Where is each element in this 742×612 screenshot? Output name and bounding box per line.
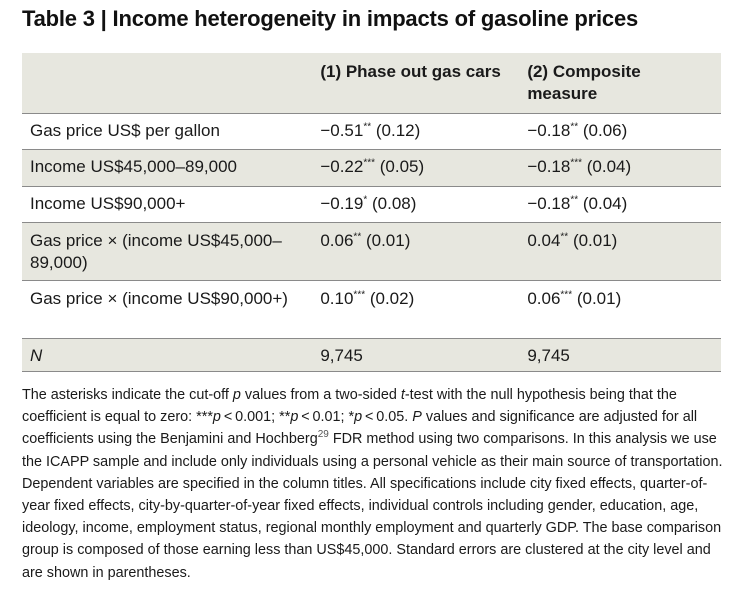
coef: −0.18	[527, 193, 571, 213]
header-blank	[22, 53, 312, 113]
cell-col1: 9,745	[320, 345, 363, 365]
cell-col2: 9,745	[527, 345, 570, 365]
stars: **	[570, 193, 579, 205]
caption-italic: p	[290, 409, 299, 426]
cell-col2: −0.18** (0.06)	[519, 113, 721, 149]
cell-col1: 0.06** (0.01)	[312, 222, 519, 280]
caption-segment: values from a two-sided	[240, 387, 401, 403]
caption-italic: P	[412, 409, 422, 426]
stars: ***	[560, 288, 573, 300]
table-header-row: (1) Phase out gas cars (2) Composite mea…	[22, 53, 721, 113]
results-table: (1) Phase out gas cars (2) Composite mea…	[22, 53, 721, 372]
table-row: Gas price × (income US$45,000–89,000) 0.…	[22, 222, 721, 280]
table-title: Table 3 | Income heterogeneity in impact…	[22, 6, 639, 31]
table-row: Gas price US$ per gallon −0.51** (0.12) …	[22, 113, 721, 149]
cell-col2: 0.04** (0.01)	[519, 222, 721, 280]
std-error: (0.04)	[586, 156, 632, 176]
table-row: Income US$90,000+ −0.19* (0.08) −0.18** …	[22, 186, 721, 222]
std-error: (0.01)	[572, 230, 618, 250]
std-error: (0.02)	[369, 288, 415, 308]
coef: −0.18	[527, 156, 571, 176]
caption-segment: < 0.001; **	[220, 409, 291, 426]
reference-superscript: 29	[317, 429, 329, 441]
table-caption: The asterisks indicate the cut-off p val…	[22, 384, 727, 584]
coef: 0.10	[320, 288, 354, 308]
caption-segment: FDR method using two comparisons. In thi…	[22, 431, 723, 581]
header-col2: (2) Composite measure	[527, 62, 641, 103]
cell-col2: −0.18*** (0.04)	[519, 149, 721, 186]
caption-segment: < 0.01; *	[298, 409, 355, 426]
coef: 0.06	[527, 288, 561, 308]
caption-segment: < 0.05.	[362, 409, 413, 426]
std-error: (0.12)	[375, 120, 421, 140]
caption-italic: p	[354, 409, 363, 426]
caption-italic: t	[400, 387, 405, 403]
cell-col1: 0.10*** (0.02)	[312, 280, 519, 338]
std-error: (0.01)	[576, 288, 622, 308]
cell-col1: −0.22*** (0.05)	[312, 149, 519, 186]
row-label: Gas price US$ per gallon	[30, 120, 220, 140]
std-error: (0.04)	[582, 193, 628, 213]
row-label-n: N	[30, 345, 43, 365]
stars: **	[353, 230, 362, 242]
stars: *	[363, 193, 368, 205]
row-label: Gas price × (income US$45,000–89,000)	[30, 230, 282, 272]
cell-col2: −0.18** (0.04)	[519, 186, 721, 222]
stars: **	[363, 120, 372, 132]
coef: −0.22	[320, 156, 364, 176]
caption-segment: The asterisks indicate the cut-off	[22, 387, 233, 403]
coef: −0.19	[320, 193, 364, 213]
row-label: Income US$90,000+	[30, 193, 186, 213]
stars: ***	[570, 156, 583, 168]
caption-italic: p	[232, 387, 241, 403]
table-row: Gas price × (income US$90,000+) 0.10*** …	[22, 280, 721, 338]
stars: **	[570, 120, 579, 132]
stars: **	[560, 230, 569, 242]
stars: ***	[363, 156, 376, 168]
cell-col2: 0.06*** (0.01)	[519, 280, 721, 338]
std-error: (0.01)	[365, 230, 411, 250]
caption-italic: p	[212, 409, 221, 426]
table-row-n: N 9,745 9,745	[22, 338, 721, 371]
coef: −0.51	[320, 120, 364, 140]
coef: 0.06	[320, 230, 354, 250]
coef: 0.04	[527, 230, 561, 250]
std-error: (0.06)	[582, 120, 628, 140]
row-label: Gas price × (income US$90,000+)	[30, 288, 288, 308]
table-row: Income US$45,000–89,000 −0.22*** (0.05) …	[22, 149, 721, 186]
cell-col1: −0.19* (0.08)	[312, 186, 519, 222]
stars: ***	[353, 288, 366, 300]
header-col1: (1) Phase out gas cars	[320, 62, 501, 81]
coef: −0.18	[527, 120, 571, 140]
std-error: (0.08)	[371, 193, 417, 213]
caption-segment: -test with the null hypothesis being tha…	[22, 387, 677, 426]
caption-segment: values and significance are adjusted for…	[22, 409, 698, 448]
std-error: (0.05)	[379, 156, 425, 176]
row-label: Income US$45,000–89,000	[30, 156, 237, 176]
caption-text: The asterisks indicate the cut-off p val…	[22, 384, 727, 584]
cell-col1: −0.51** (0.12)	[312, 113, 519, 149]
